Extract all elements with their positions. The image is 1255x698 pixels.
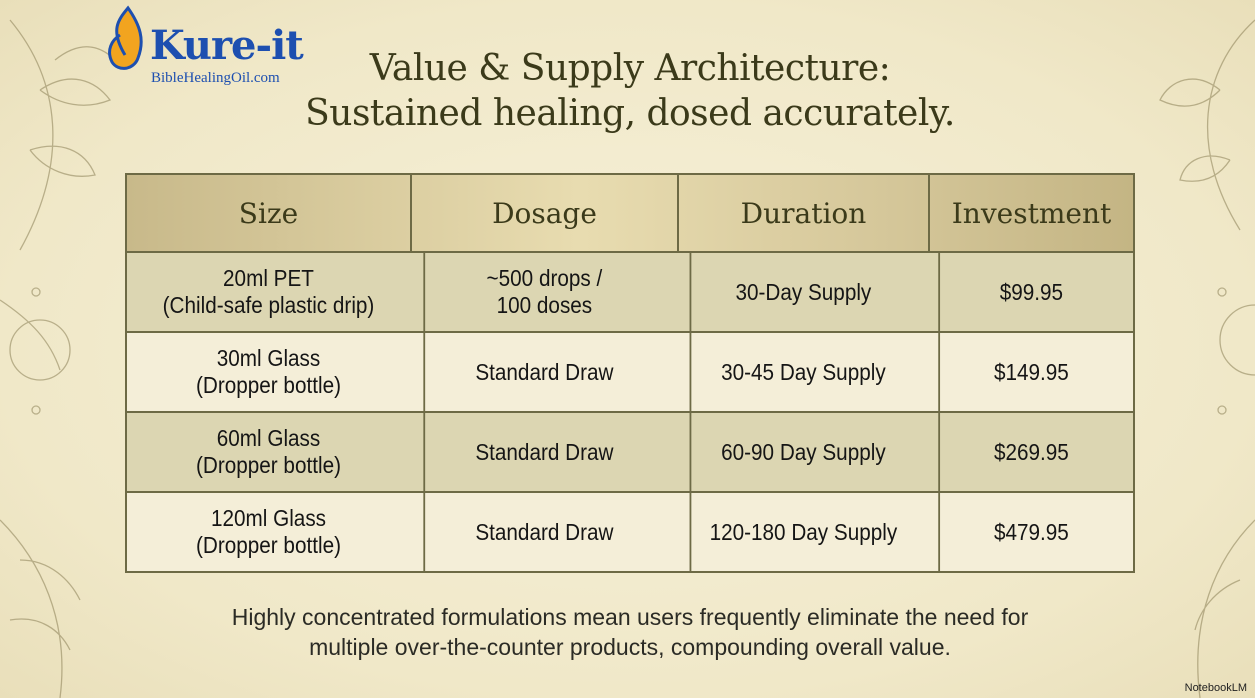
cell-line: Standard Draw (475, 358, 614, 385)
cell-line: Standard Draw (475, 438, 614, 465)
table-cell: Standard Draw (423, 413, 663, 491)
cell-line: ~500 drops / (486, 265, 603, 291)
table-cell: Standard Draw (423, 333, 663, 411)
column-header: Dosage (410, 175, 677, 251)
cell-line: 60ml Glass (216, 425, 321, 451)
cell-line: 20ml PET (223, 265, 314, 291)
table-cell: $269.95 (938, 413, 1123, 491)
footer-line: Highly concentrated formulations mean us… (231, 604, 1029, 630)
logo-name: Kure-it (150, 22, 304, 69)
column-header: Duration (677, 175, 928, 251)
table-row: 60ml Glass (Dropper bottle) Standard Draw 6… (127, 411, 1133, 491)
cell-line: 60-90 Day Supply (721, 438, 886, 465)
table-row: 120ml Glass (Dropper bottle) Standard Draw… (127, 491, 1133, 571)
table-cell: 30-Day Supply (689, 253, 916, 331)
cell-line: $269.95 (993, 438, 1069, 465)
table-cell: $99.95 (938, 253, 1123, 331)
table-cell: 120-180 Day Supply (689, 493, 916, 571)
cell-line: $99.95 (999, 278, 1064, 305)
footer-line: multiple over-the-counter products, comp… (309, 634, 951, 660)
table-cell: $149.95 (938, 333, 1123, 411)
watermark: NotebookLM (1184, 682, 1247, 694)
cell-line: 120-180 Day Supply (709, 518, 898, 545)
cell-line: (Dropper bottle) (196, 372, 341, 398)
cell-line: (Child-safe plastic drip) (162, 292, 375, 318)
cell-line: 120ml Glass (210, 505, 327, 531)
title-line: Sustained healing, dosed accurately. (305, 93, 955, 134)
cell-line: $479.95 (993, 518, 1069, 545)
table-cell: 20ml PET (Child-safe plastic drip) (141, 253, 396, 331)
cell-line: 30-45 Day Supply (721, 358, 886, 385)
cell-line: (Dropper bottle) (196, 532, 341, 558)
cell-line: (Dropper bottle) (196, 452, 341, 478)
table-cell: 60ml Glass (Dropper bottle) (141, 413, 396, 491)
table-cell: 60-90 Day Supply (689, 413, 916, 491)
cell-line: 30ml Glass (216, 345, 321, 371)
logo-site: BibleHealingOil.com (151, 70, 280, 86)
cell-line: $149.95 (993, 358, 1069, 385)
column-header: Investment (928, 175, 1133, 251)
table: Size Dosage Duration Investment 20ml PET (Chi… (125, 173, 1135, 573)
cell-line: 100 doses (496, 292, 593, 318)
table-cell: 30ml Glass (Dropper bottle) (141, 333, 396, 411)
table-row: 20ml PET (Child-safe plastic drip) ~500 dr… (127, 251, 1133, 331)
cell-line: 30-Day Supply (735, 278, 872, 305)
cell-line: Standard Draw (475, 518, 614, 545)
header-row: Size Dosage Duration Investment (127, 175, 1133, 251)
table-cell: 120ml Glass (Dropper bottle) (141, 493, 396, 571)
title-line: Value & Supply Architecture: (369, 48, 891, 89)
table-cell: ~500 drops /100 doses (423, 253, 663, 331)
table-cell: $479.95 (938, 493, 1123, 571)
table-cell: Standard Draw (423, 493, 663, 571)
table-cell: 30-45 Day Supply (689, 333, 916, 411)
column-header: Size (238, 196, 299, 230)
table-row: 30ml Glass (Dropper bottle) Standard Draw 3… (127, 331, 1133, 411)
